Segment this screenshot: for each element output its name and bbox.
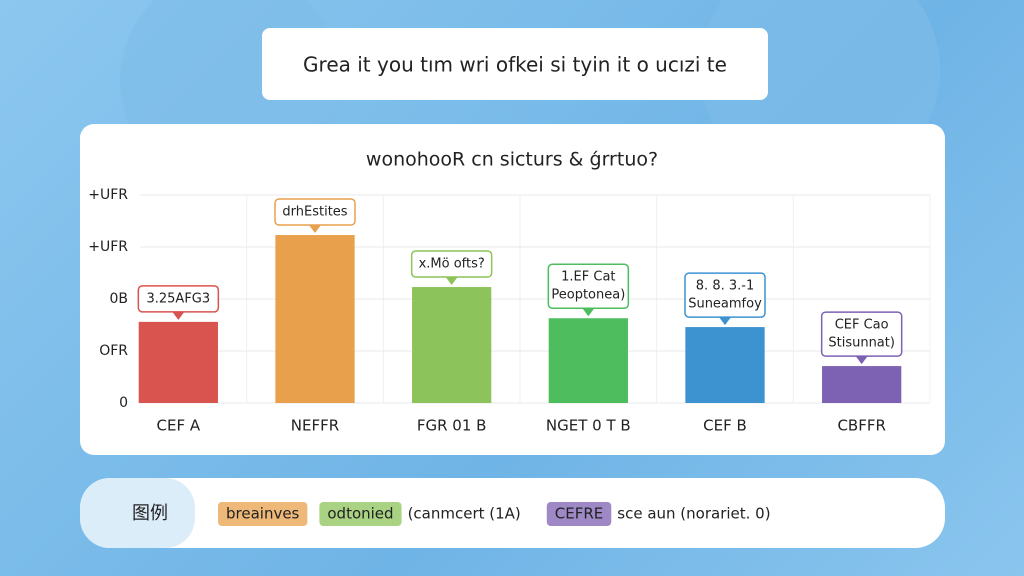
- legend-swatch: [546, 502, 612, 526]
- annotation: 1.EF Cat: [561, 270, 615, 285]
- y-tick-label: OFR: [99, 343, 128, 359]
- annotation-pointer: [719, 317, 731, 326]
- annotation-box: [410, 250, 493, 278]
- x-tick-label: NGET 0 T B: [546, 417, 631, 435]
- legend-swatch: [218, 502, 308, 526]
- legend-label: breainves: [226, 505, 300, 523]
- x-tick-label: NEFFR: [291, 417, 339, 435]
- x-tick-label: CBFFR: [837, 417, 885, 435]
- y-tick-label: +UFR: [88, 239, 128, 255]
- annotation: x.Mö ofts?: [419, 257, 485, 272]
- annotation-pointer: [445, 277, 458, 286]
- y-tick-label: +UFR: [88, 187, 128, 203]
- legend-title-box: [80, 478, 195, 548]
- bar: [275, 235, 355, 403]
- legend-panel: [80, 478, 945, 548]
- annotation: Peoptonea): [551, 288, 625, 303]
- legend-label: odtonied: [327, 505, 393, 523]
- annotation: 3.25AFG3: [146, 291, 210, 306]
- y-tick-label: 0: [119, 395, 128, 411]
- legend-note: sce aun (norariet. 0): [617, 505, 770, 523]
- header-title: Grea it you tım wri ofkei si tyin it o u…: [303, 53, 727, 77]
- annotation-pointer: [172, 311, 185, 320]
- chart-title: wonohooR cn sicturs & ǵrrtuo?: [366, 149, 658, 171]
- annotation: Suneamfoy: [688, 297, 762, 312]
- annotation: 8. 8. 3.-1: [696, 279, 754, 294]
- legend-title: 图例: [132, 503, 168, 524]
- bar: [822, 366, 902, 403]
- bar: [548, 318, 628, 403]
- bar: [138, 321, 218, 403]
- annotation: drhEstites: [282, 205, 347, 220]
- legend-label: CEFRE: [555, 505, 603, 523]
- y-tick-label: 0B: [109, 291, 128, 307]
- annotation: CEF Cao: [835, 318, 889, 333]
- annotation-pointer: [309, 225, 321, 234]
- annotation: Stisunnat): [828, 336, 895, 351]
- x-tick-label: CEF A: [157, 417, 201, 435]
- legend-swatch: [319, 502, 402, 526]
- bar: [685, 327, 765, 403]
- x-tick-label: CEF B: [703, 417, 747, 435]
- header-box: [262, 28, 768, 100]
- bar: [412, 287, 492, 403]
- annotation-pointer: [855, 356, 868, 365]
- x-tick-label: FGR 01 B: [417, 417, 487, 435]
- legend-note: (canmcert (1A): [408, 505, 521, 523]
- annotation-pointer: [582, 308, 595, 317]
